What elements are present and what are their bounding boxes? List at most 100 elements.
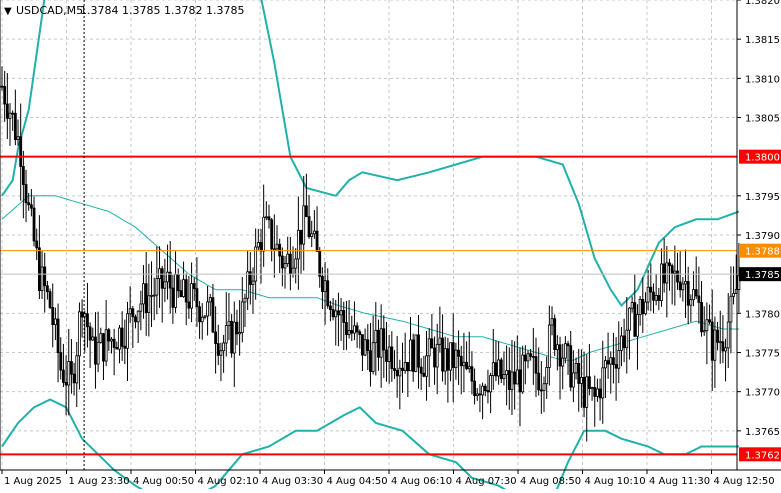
candle-body — [732, 293, 735, 297]
candle-body — [5, 103, 9, 119]
candle-body — [710, 321, 714, 361]
candle-body — [670, 265, 674, 274]
candle-body — [692, 289, 695, 301]
candle-body — [94, 336, 97, 365]
candle-body — [681, 283, 685, 291]
candle-body — [102, 333, 105, 362]
candle-body — [168, 271, 172, 289]
candle-body — [203, 315, 207, 318]
candle-body — [278, 243, 282, 257]
price-tick-label: 1.3770 — [745, 388, 780, 399]
candle-body — [521, 354, 525, 393]
candle-body — [443, 348, 447, 372]
candle-body — [32, 207, 36, 242]
candle-body — [644, 301, 647, 315]
candle-body — [299, 229, 303, 245]
candle-body — [339, 310, 343, 316]
candle-body — [726, 321, 730, 349]
candle-body — [123, 345, 127, 349]
candle-body — [609, 357, 613, 365]
candle-body — [491, 362, 495, 376]
candle-body — [337, 310, 340, 316]
candle-body — [531, 356, 535, 358]
candle-body — [697, 295, 701, 303]
candle-body — [206, 301, 209, 317]
candle-body — [259, 242, 263, 252]
candle-body — [198, 306, 201, 323]
candle-body — [449, 342, 452, 371]
candle-body — [128, 308, 132, 315]
time-tick-label: 4 Aug 03:30 — [262, 476, 323, 487]
candle-body — [171, 287, 175, 308]
candle-body — [729, 295, 733, 323]
candle-body — [83, 313, 87, 318]
time-tick-label: 4 Aug 04:50 — [327, 476, 388, 487]
candle-body — [473, 380, 476, 397]
time-tick-label: 4 Aug 08:50 — [520, 476, 581, 487]
candle-body — [272, 248, 276, 251]
candle-body — [403, 362, 407, 371]
price-tick-label: 1.3815 — [745, 35, 780, 46]
candle-body — [275, 243, 279, 250]
candle-body — [51, 307, 55, 326]
price-tick-label: 1.3805 — [745, 114, 780, 125]
candle-body — [174, 274, 177, 308]
candle-body — [377, 329, 380, 358]
candle-body — [654, 295, 658, 301]
time-axis: 1 Aug 2025 1 Aug 23:30 4 Aug 00:50 4 Aug 02… — [1, 470, 775, 487]
candle-body — [433, 347, 436, 368]
candle-body — [104, 329, 108, 362]
candle-body — [441, 337, 444, 372]
horizontal-levels[interactable] — [0, 155, 737, 456]
candle-body — [264, 216, 268, 219]
candle-body — [358, 331, 362, 335]
candle-body — [158, 268, 161, 279]
candle-body — [318, 250, 322, 277]
candle-body — [435, 343, 439, 368]
candle-body — [230, 320, 234, 354]
candle-body — [633, 302, 637, 337]
candle-body — [147, 295, 151, 313]
price-tick-label: 1.3810 — [745, 74, 780, 85]
candle-body — [112, 338, 116, 348]
price-tick-label: 1.3795 — [745, 192, 780, 203]
candle-body — [107, 329, 111, 342]
candle-body — [59, 352, 63, 371]
candle-body — [254, 246, 258, 282]
candle-body — [425, 355, 428, 377]
level-price-label-1.3762: 1.3762 — [745, 450, 780, 461]
candles[interactable] — [0, 66, 741, 442]
candle-body — [705, 319, 709, 332]
candle-body — [195, 288, 199, 308]
candle-body — [588, 376, 591, 390]
candle-body — [256, 242, 260, 248]
candle-body — [382, 328, 386, 351]
candle-body — [507, 370, 511, 390]
candle-body — [638, 298, 642, 315]
candle-body — [70, 361, 73, 375]
candle-body — [11, 112, 15, 115]
candle-body — [409, 339, 412, 372]
candle-body — [411, 339, 415, 372]
candle-body — [115, 346, 119, 350]
candle-body — [88, 326, 92, 341]
symbol-dropdown-icon[interactable]: ▼ — [4, 6, 12, 17]
candle-body — [8, 112, 12, 119]
candle-body — [190, 283, 193, 309]
candle-body — [579, 377, 583, 384]
current-price-label: 1.3785 — [745, 270, 780, 281]
symbol-label: USDCAD,M5 — [16, 4, 83, 17]
candle-body — [417, 334, 420, 368]
candle-body — [56, 318, 60, 354]
candle-body — [395, 370, 399, 377]
candle-body — [347, 330, 351, 336]
level-price-label-1.3800: 1.3800 — [745, 153, 780, 164]
candle-body — [219, 350, 223, 356]
candle-body — [563, 343, 567, 359]
candle-body — [467, 366, 471, 370]
candle-body — [465, 361, 468, 370]
candle-body — [673, 270, 677, 274]
